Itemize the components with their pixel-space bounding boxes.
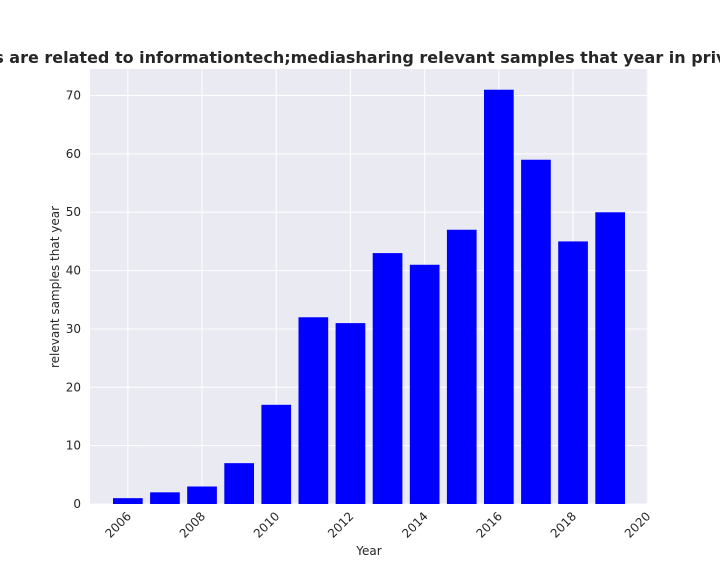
x-tick-label: 2006 — [102, 509, 133, 540]
y-tick-label: 60 — [66, 147, 81, 161]
x-tick-label: 2008 — [177, 509, 208, 540]
bar — [484, 89, 514, 504]
plot-background — [90, 69, 648, 504]
bar — [372, 253, 403, 504]
x-tick-label: 2018 — [548, 509, 579, 540]
bar — [335, 323, 366, 504]
bar — [446, 229, 477, 505]
bar — [187, 486, 217, 504]
bar — [298, 317, 329, 504]
x-tick-label: 2020 — [622, 509, 653, 540]
y-tick-label: 20 — [66, 380, 81, 394]
chart-title: Categories are related to informationtec… — [0, 48, 720, 67]
bar — [595, 212, 625, 504]
y-tick-label: 70 — [66, 89, 81, 103]
x-tick-label: 2012 — [325, 509, 356, 540]
x-axis-label: Year — [355, 544, 381, 558]
bar — [150, 492, 180, 504]
y-tick-label: 50 — [66, 205, 81, 219]
bar — [558, 241, 588, 504]
x-tick-label: 2014 — [399, 509, 430, 540]
y-tick-labels: 0 10 20 30 40 50 60 70 — [66, 89, 81, 511]
y-tick-label: 10 — [66, 439, 81, 453]
x-tick-label: 2016 — [473, 509, 504, 540]
bar — [521, 159, 551, 504]
bar — [113, 498, 143, 504]
y-tick-label: 40 — [66, 264, 81, 278]
bars — [113, 89, 625, 505]
y-tick-label: 30 — [66, 322, 81, 336]
y-tick-label: 0 — [73, 497, 81, 511]
bar — [409, 264, 440, 504]
x-tick-label: 2010 — [251, 509, 282, 540]
x-tick-labels: 2006 2008 2010 2012 2014 2016 2018 2020 — [102, 509, 653, 540]
bar — [261, 404, 292, 504]
y-axis-label: relevant samples that year — [48, 206, 62, 368]
bar — [224, 463, 254, 504]
